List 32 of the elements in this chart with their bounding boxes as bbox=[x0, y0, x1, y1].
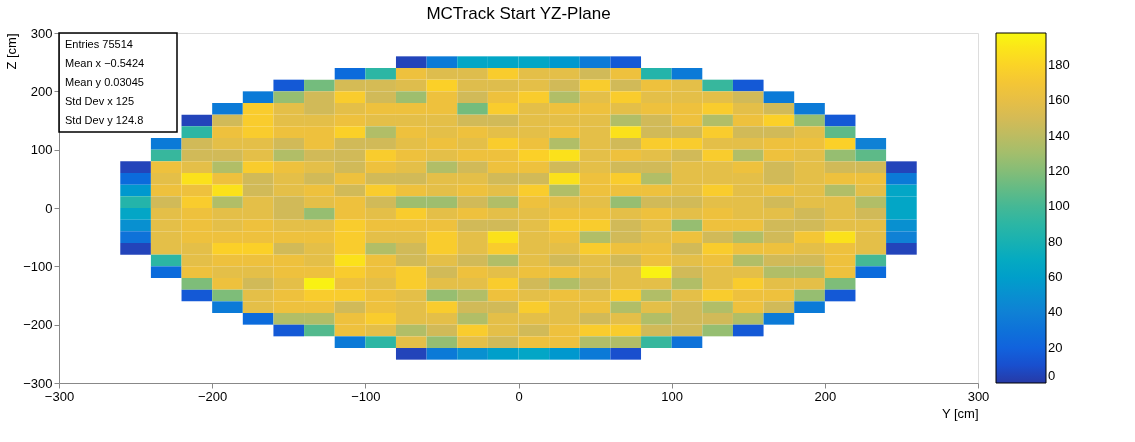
annotation: Entries 75514 bbox=[65, 38, 133, 50]
annotation: Std Dev y 124.8 bbox=[65, 114, 144, 126]
y-tick-label: −300 bbox=[23, 375, 53, 391]
y-tick-label: −200 bbox=[23, 317, 53, 333]
color-bar-label: 140 bbox=[1048, 127, 1070, 143]
color-bar-label: 120 bbox=[1048, 162, 1070, 178]
color-bar-label: 20 bbox=[1048, 339, 1063, 355]
color-bar-label: 0 bbox=[1048, 368, 1056, 383]
y-tick-label: 200 bbox=[30, 83, 53, 99]
y-tick-label: 100 bbox=[30, 142, 53, 158]
annotation: Mean x −0.5424 bbox=[65, 57, 145, 69]
x-tick-label: 300 bbox=[967, 388, 990, 404]
y-tick-label: −100 bbox=[23, 258, 53, 274]
annotation: Mean y 0.03045 bbox=[65, 76, 144, 88]
y-tick-label: 300 bbox=[30, 25, 53, 41]
x-axis-title: Y [cm] bbox=[941, 405, 979, 421]
x-tick-label: 200 bbox=[814, 388, 837, 404]
x-tick-label: −200 bbox=[198, 388, 228, 404]
x-tick-label: 0 bbox=[515, 388, 523, 404]
x-tick-label: −300 bbox=[44, 388, 75, 404]
chart-title: MCTrack Start YZ-Plane bbox=[426, 4, 611, 23]
y-axis-title: Z [cm] bbox=[4, 33, 20, 70]
color-bar-label: 100 bbox=[1048, 198, 1070, 214]
annotation: Std Dev x 125 bbox=[65, 95, 135, 107]
color-bar-label: 180 bbox=[1048, 56, 1070, 72]
x-tick-label: 100 bbox=[661, 388, 684, 404]
color-bar-label: 60 bbox=[1048, 268, 1063, 284]
color-bar-label: 80 bbox=[1048, 233, 1063, 249]
color-bar-label: 160 bbox=[1048, 92, 1070, 108]
y-tick-label: 0 bbox=[45, 200, 53, 216]
x-tick-label: −100 bbox=[351, 388, 381, 404]
color-bar-label: 40 bbox=[1048, 304, 1063, 320]
